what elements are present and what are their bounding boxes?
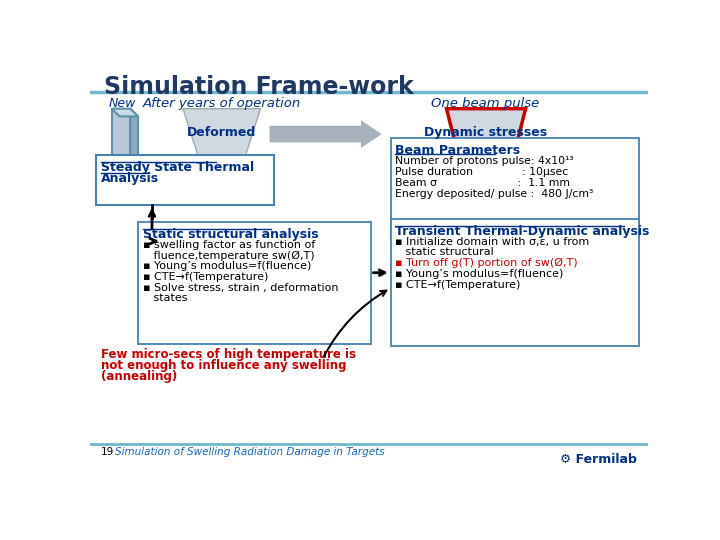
- Polygon shape: [112, 109, 130, 157]
- Polygon shape: [446, 109, 526, 161]
- Text: fluence,temperature sw(Ø,T): fluence,temperature sw(Ø,T): [143, 251, 315, 261]
- Text: ▪ Turn off g(T) portion of sw(Ø,T): ▪ Turn off g(T) portion of sw(Ø,T): [395, 258, 578, 268]
- FancyBboxPatch shape: [391, 138, 639, 238]
- Text: After years of operation: After years of operation: [143, 97, 301, 110]
- Polygon shape: [183, 109, 261, 157]
- Text: Number of protons pulse: 4x10¹³: Number of protons pulse: 4x10¹³: [395, 157, 574, 166]
- Text: not enough to influence any swelling: not enough to influence any swelling: [101, 359, 346, 372]
- Polygon shape: [130, 109, 138, 165]
- FancyBboxPatch shape: [391, 219, 639, 346]
- FancyBboxPatch shape: [138, 222, 371, 343]
- Text: Simulation of Swelling Radiation Damage in Targets: Simulation of Swelling Radiation Damage …: [114, 447, 384, 457]
- Text: Dynamic stresses: Dynamic stresses: [425, 126, 548, 139]
- Text: Simulation Frame-work: Simulation Frame-work: [104, 75, 414, 99]
- Text: Transient Thermal-Dynamic analysis: Transient Thermal-Dynamic analysis: [395, 225, 649, 238]
- Text: Analysis: Analysis: [101, 172, 159, 185]
- Text: ⚙ Fermilab: ⚙ Fermilab: [560, 453, 637, 466]
- Text: ▪ CTE→f(Temperature): ▪ CTE→f(Temperature): [143, 272, 268, 282]
- Text: static structural: static structural: [395, 247, 494, 257]
- Text: ▪ Solve stress, strain , deformation: ▪ Solve stress, strain , deformation: [143, 283, 338, 293]
- Text: ▪ CTE→f(Temperature): ▪ CTE→f(Temperature): [395, 280, 521, 289]
- Text: Beam Parameters: Beam Parameters: [395, 144, 521, 157]
- Text: New: New: [109, 97, 136, 110]
- Text: One beam pulse: One beam pulse: [431, 97, 539, 110]
- Text: Energy deposited/ pulse :  480 J/cm³: Energy deposited/ pulse : 480 J/cm³: [395, 189, 593, 199]
- Text: Steady State Thermal: Steady State Thermal: [101, 161, 254, 174]
- Text: Deformed: Deformed: [187, 126, 256, 139]
- FancyBboxPatch shape: [96, 155, 274, 205]
- Text: ▪ Initialize domain with σ,ε, u from: ▪ Initialize domain with σ,ε, u from: [395, 237, 590, 247]
- Text: Few micro-secs of high temperature is: Few micro-secs of high temperature is: [101, 348, 356, 361]
- Text: ▪ Young’s modulus=f(fluence): ▪ Young’s modulus=f(fluence): [395, 269, 564, 279]
- Text: Static structural analysis: Static structural analysis: [143, 228, 318, 241]
- Text: ▪ swelling factor as function of: ▪ swelling factor as function of: [143, 240, 315, 251]
- Text: 19: 19: [101, 447, 114, 457]
- Text: ▪ Young’s modulus=f(fluence): ▪ Young’s modulus=f(fluence): [143, 261, 311, 271]
- Text: Beam σ                       :  1.1 mm: Beam σ : 1.1 mm: [395, 178, 570, 188]
- Text: (annealing): (annealing): [101, 370, 177, 383]
- Text: Pulse duration              : 10μsec: Pulse duration : 10μsec: [395, 167, 569, 177]
- Text: states: states: [143, 293, 187, 303]
- FancyArrowPatch shape: [269, 120, 382, 148]
- Polygon shape: [112, 109, 138, 117]
